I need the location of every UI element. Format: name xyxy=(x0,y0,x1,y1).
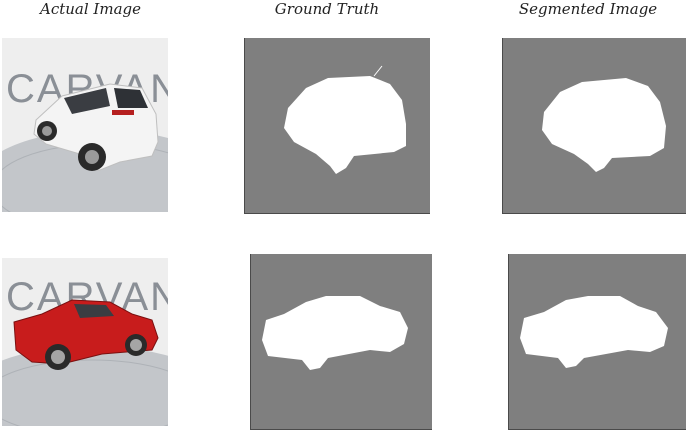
column-title-ground-truth: Ground Truth xyxy=(274,0,380,18)
car-silhouette xyxy=(542,78,666,172)
mask-ground-truth-coupe xyxy=(250,254,432,430)
ground-truth-row-1 xyxy=(244,38,430,214)
column-title-actual-image: Actual Image xyxy=(40,0,142,18)
actual-image-row-2: CARVANA xyxy=(2,258,168,426)
coupe-window xyxy=(74,304,114,318)
turntable-ring xyxy=(2,359,168,426)
car-silhouette xyxy=(284,76,406,174)
column-title-segmented-image: Segmented Image xyxy=(518,0,658,18)
mask-segmented-suv xyxy=(502,38,686,214)
car-photo-coupe: CARVANA xyxy=(2,258,168,426)
suv-rear-rim xyxy=(85,150,99,164)
segmented-image-row-2 xyxy=(508,254,686,430)
segmented-image-row-1 xyxy=(502,38,686,214)
coupe-rear-rim xyxy=(130,339,142,351)
antenna-artifact xyxy=(373,65,383,77)
car-silhouette xyxy=(520,296,668,368)
suv-window xyxy=(64,88,110,114)
car-photo-suv: CARVANA xyxy=(2,38,168,212)
suv-taillight xyxy=(112,110,134,115)
turntable-floor xyxy=(2,346,168,426)
suv-rear-window xyxy=(114,88,148,108)
car-silhouette xyxy=(262,296,408,370)
coupe-front-rim xyxy=(51,350,65,364)
mask-ground-truth-suv xyxy=(244,38,430,214)
ground-truth-row-2 xyxy=(250,254,432,430)
actual-image-row-1: CARVANA xyxy=(2,38,168,212)
mask-segmented-coupe xyxy=(508,254,686,430)
suv-front-rim xyxy=(42,126,52,136)
